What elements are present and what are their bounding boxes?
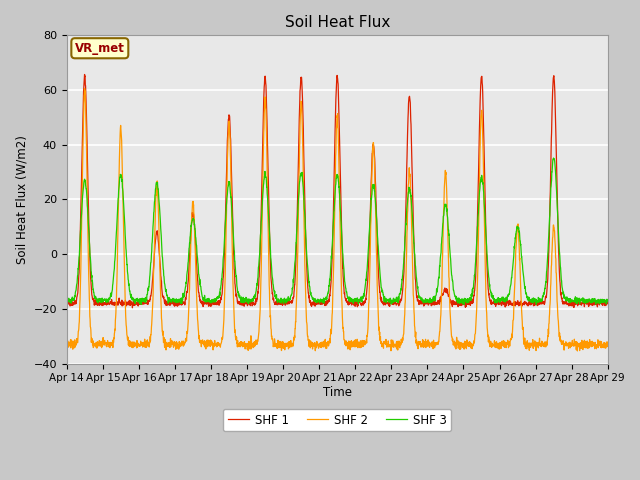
SHF 2 [63, 344, 70, 349]
SHF 3 [63, 298, 70, 303]
Line: SHF 3: SHF 3 [67, 158, 608, 304]
SHF 3 [572, 294, 579, 300]
SHF 2 [572, 342, 579, 348]
SHF 2 [556, 333, 564, 339]
SHF 3 [214, 295, 221, 301]
SHF 1 [353, 301, 361, 307]
SHF 1 [214, 300, 222, 305]
Line: SHF 2: SHF 2 [67, 89, 608, 351]
SHF 3 [557, 264, 564, 269]
SHF 3 [604, 297, 612, 303]
SHF 1 [495, 302, 502, 308]
SHF 1 [63, 300, 70, 306]
SHF 1 [81, 72, 88, 77]
SHF 3 [365, 246, 372, 252]
Y-axis label: Soil Heat Flux (W/m2): Soil Heat Flux (W/m2) [15, 135, 28, 264]
SHF 1 [557, 284, 564, 290]
SHF 2 [353, 339, 361, 345]
Line: SHF 1: SHF 1 [67, 74, 608, 308]
SHF 2 [365, 301, 372, 307]
SHF 3 [495, 298, 502, 304]
SHF 3 [461, 301, 468, 307]
SHF 2 [81, 86, 88, 92]
SHF 1 [572, 300, 579, 305]
Legend: SHF 1, SHF 2, SHF 3: SHF 1, SHF 2, SHF 3 [223, 409, 451, 431]
SHF 2 [604, 342, 612, 348]
SHF 3 [353, 298, 360, 303]
SHF 1 [365, 252, 372, 258]
Text: VR_met: VR_met [75, 42, 125, 55]
SHF 2 [495, 343, 502, 349]
SHF 1 [604, 300, 612, 305]
X-axis label: Time: Time [323, 386, 352, 399]
Title: Soil Heat Flux: Soil Heat Flux [285, 15, 390, 30]
SHF 1 [129, 305, 136, 311]
SHF 2 [214, 343, 221, 348]
SHF 3 [550, 155, 557, 161]
SHF 2 [573, 348, 581, 354]
